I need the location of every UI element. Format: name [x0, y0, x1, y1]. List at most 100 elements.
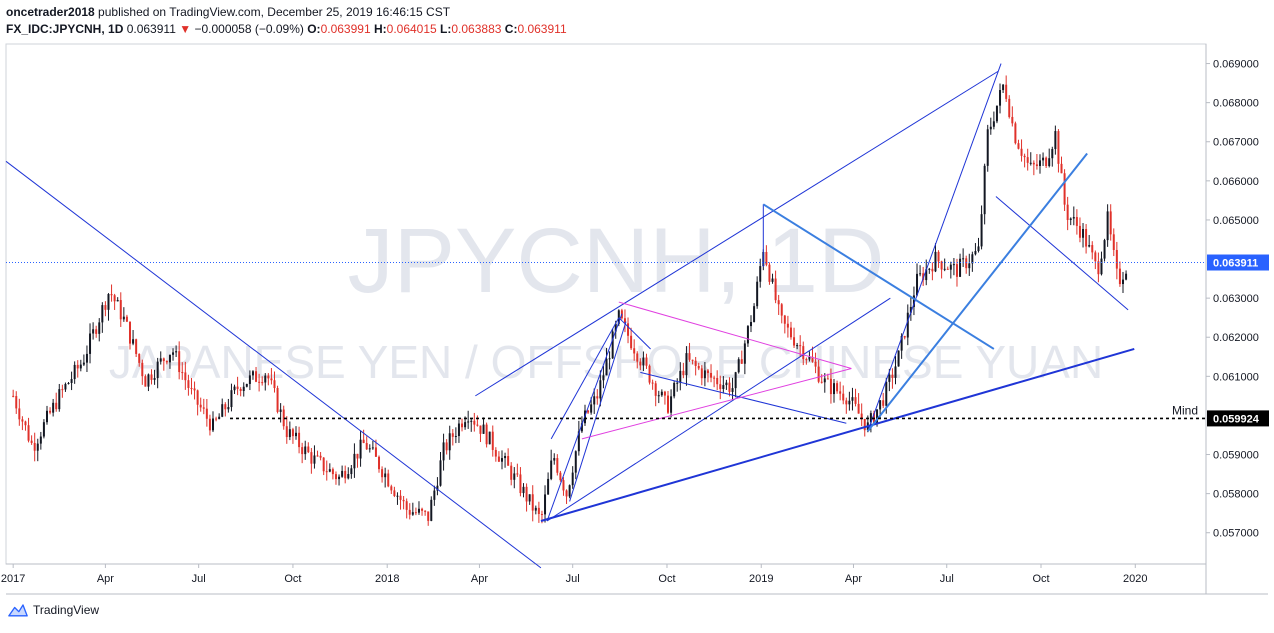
candle-body [823, 378, 826, 383]
candle [756, 276, 759, 309]
mind-price-tag-label: 0.059924 [1213, 413, 1260, 425]
price-axis[interactable]: 0.069000 0.068000 0.067000 0.066000 0.065000… [1206, 59, 1269, 540]
trend-line-1[interactable] [5, 160, 542, 569]
candle-body [390, 486, 393, 491]
candle-body [891, 374, 894, 378]
candle-body [58, 389, 61, 410]
candle [233, 384, 236, 394]
candle-body [636, 353, 639, 362]
candle-body [676, 382, 679, 384]
trend-line-5[interactable] [546, 313, 623, 522]
publisher-username[interactable]: oncetrader2018 [6, 5, 95, 19]
candle [651, 379, 654, 390]
candle [691, 359, 694, 365]
candle-body [270, 378, 273, 381]
candle [645, 353, 648, 369]
candle [270, 368, 273, 385]
candle-body [516, 473, 519, 475]
candle [1026, 148, 1029, 171]
candle-body [894, 366, 897, 378]
candle [285, 416, 288, 444]
candle-body [1094, 252, 1097, 262]
candle [15, 391, 18, 414]
trend-line-16[interactable] [581, 368, 852, 440]
candle [365, 436, 368, 450]
candle [537, 501, 540, 523]
tradingview-footer[interactable]: TradingView [8, 600, 99, 620]
candle-body [789, 327, 792, 338]
trend-line-13[interactable] [762, 203, 995, 350]
candle-body [906, 312, 909, 338]
trend-line-2[interactable] [475, 70, 999, 397]
candle [264, 373, 267, 391]
low-value: 0.063883 [451, 22, 502, 36]
candle [802, 341, 805, 366]
candle-body [796, 345, 799, 347]
price-tick-label: 0.062000 [1213, 332, 1259, 344]
candle-body [596, 396, 599, 399]
trend-line-4[interactable] [546, 297, 891, 522]
candle [304, 440, 307, 460]
candle [95, 325, 98, 338]
candle [58, 383, 61, 412]
candle-body [1057, 131, 1060, 164]
candle [559, 470, 562, 482]
candle [922, 266, 925, 286]
candle [611, 328, 614, 359]
trend-line-11[interactable] [995, 196, 1129, 311]
trend-line-3[interactable] [540, 348, 1135, 522]
candles-layer [12, 75, 1128, 526]
candle-body [261, 382, 264, 384]
candle [12, 389, 15, 398]
candle-body [236, 386, 239, 389]
candle [952, 258, 955, 276]
trend-line-9[interactable] [640, 371, 847, 424]
trend-line-14[interactable] [867, 152, 1088, 432]
candle [937, 250, 940, 268]
candle [212, 411, 215, 433]
trend-line-15[interactable] [618, 301, 852, 369]
candle-body [494, 449, 497, 457]
candle-body [307, 446, 310, 453]
candle [482, 417, 485, 434]
candle-body [227, 407, 230, 410]
candle [479, 425, 482, 443]
candle-body [344, 470, 347, 479]
candle-body [851, 397, 854, 401]
candle [962, 248, 965, 267]
trend-line-10[interactable] [867, 63, 1002, 432]
time-axis[interactable]: 2017 Apr Jul Oct 2018 Apr Jul Oct 2019 Apr Jul Oct 2… [1, 564, 1148, 585]
candle-body [147, 374, 150, 387]
candle [928, 267, 931, 274]
candle-body [666, 395, 669, 413]
candle-body [651, 382, 654, 384]
trend-line-8[interactable] [618, 317, 651, 350]
candle [221, 398, 224, 418]
candle-body [540, 513, 543, 515]
candle-body [642, 357, 645, 366]
candle [187, 374, 190, 396]
candle-body [550, 460, 553, 479]
candle [168, 354, 171, 369]
candle [424, 510, 427, 516]
candle-body [172, 352, 175, 355]
candle [448, 425, 451, 460]
symbol-name[interactable]: FX_IDC:JPYCNH, 1D [6, 22, 124, 36]
trend-line-7[interactable] [569, 321, 627, 502]
candle [1082, 223, 1085, 248]
candle [205, 399, 208, 427]
time-tick-label: 2018 [375, 573, 399, 585]
candle [931, 262, 934, 281]
candle-body [937, 251, 940, 262]
candle [39, 431, 42, 450]
candle [497, 451, 500, 463]
candle-body [986, 129, 989, 166]
candle-body [258, 381, 261, 383]
chart-header: oncetrader2018 published on TradingView.… [6, 4, 1266, 38]
candle [682, 362, 685, 379]
candle-body [39, 436, 42, 444]
candle-body [181, 372, 184, 374]
candle-body [547, 478, 550, 495]
